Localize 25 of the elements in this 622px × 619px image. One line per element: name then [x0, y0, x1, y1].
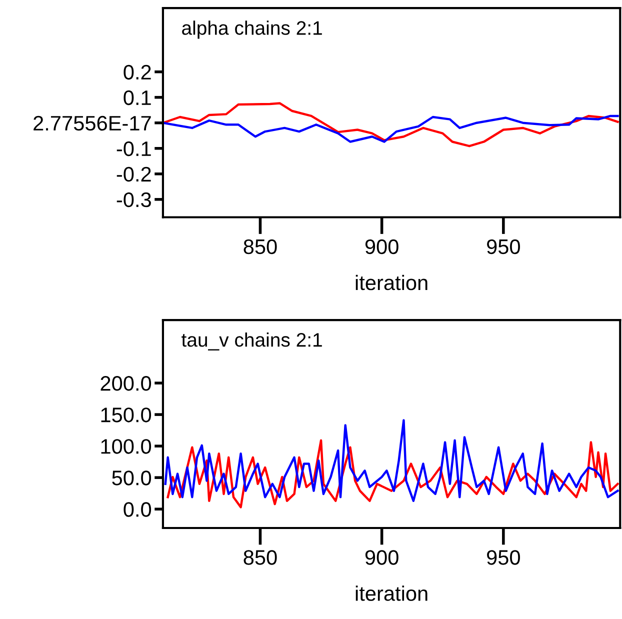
x-tick-label: 900: [365, 239, 398, 254]
x-axis-title: iteration: [356, 586, 428, 601]
line-series: [162, 102, 619, 148]
x-tick-label: 950: [487, 550, 520, 565]
y-tick-label: 0.0: [124, 502, 152, 517]
text: tau_v chains 2:1: [182, 332, 322, 350]
y-tick-label: 2.77556E-17: [34, 116, 151, 131]
line-series: [166, 439, 619, 508]
x-tick-label: 950: [487, 239, 520, 254]
x-tick-label: 900: [365, 550, 398, 565]
y-tick-label: 100.0: [101, 439, 152, 454]
x-tick-label: 850: [244, 239, 277, 254]
y-tick-label: 200.0: [100, 376, 152, 391]
y-tick-label: 0.1: [124, 90, 151, 106]
y-tick-label: -0.3: [116, 192, 151, 208]
y-tick-label: -0.1: [116, 141, 151, 156]
line-series: [164, 419, 619, 502]
y-tick-label: 50.0: [112, 470, 152, 486]
x-tick-label: 850: [244, 550, 277, 565]
text: alpha chains 2:1: [182, 20, 322, 39]
x-axis-title: iteration: [356, 274, 428, 290]
line-series: [162, 114, 619, 143]
y-tick-label: 150.0: [101, 408, 152, 422]
y-tick-label: -0.2: [116, 166, 151, 182]
y-tick-label: 0.2: [124, 64, 151, 80]
